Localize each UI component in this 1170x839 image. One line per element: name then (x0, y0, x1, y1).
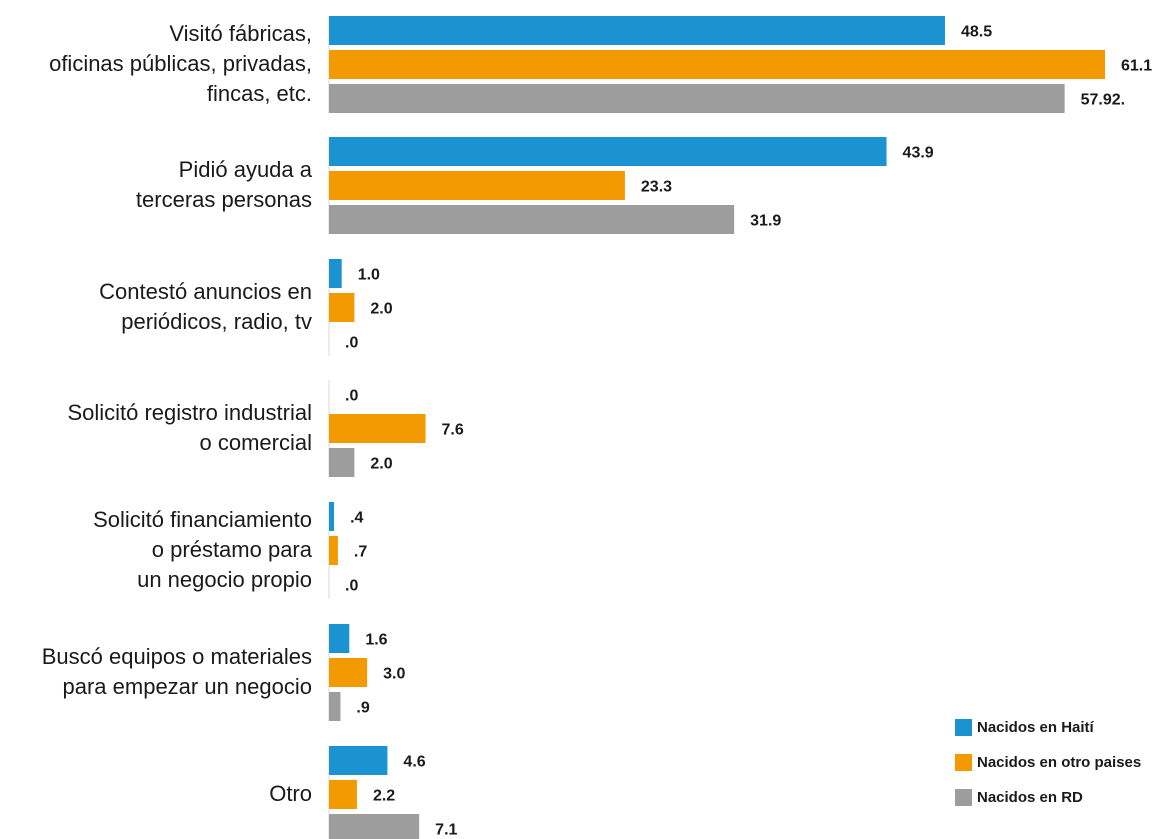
data-label: 1.0 (358, 267, 380, 284)
data-label: .0 (345, 335, 358, 352)
category-label-line: fincas, etc. (206, 81, 312, 106)
data-label: .7 (354, 544, 367, 561)
category-label-line: Contestó anuncios en (99, 279, 312, 304)
data-label: 43.9 (903, 145, 934, 162)
category-label-line: Solicitó registro industrial (67, 400, 312, 425)
category-label: Contestó anuncios en periódicos, radio, t… (0, 277, 312, 337)
bar (329, 448, 355, 477)
data-label: 4.6 (403, 754, 425, 771)
category-label: Visitó fábricas, oficinas públicas, priva… (0, 19, 312, 109)
legend-item: Nacidos en Haití (955, 716, 1094, 738)
category-label-line: o comercial (199, 430, 312, 455)
data-label: 31.9 (750, 213, 781, 230)
data-label: 61.1 (1121, 58, 1152, 75)
bar (329, 414, 426, 443)
category-label-line: un negocio propio (137, 567, 312, 592)
category-label-line: para empezar un negocio (62, 674, 313, 699)
category-label-line: Visitó fábricas, (169, 21, 312, 46)
bar (329, 293, 355, 322)
category-label-line: Solicitó financiamiento (93, 507, 312, 532)
legend-swatch (955, 788, 972, 806)
legend-label: Nacidos en Haití (977, 718, 1094, 736)
data-label: .0 (345, 578, 358, 595)
data-label: 48.5 (961, 24, 992, 41)
data-label: 2.0 (370, 301, 392, 318)
category-label: Buscó equipos o materiales para empezar u… (0, 642, 312, 702)
data-label: 3.0 (383, 666, 405, 683)
data-label: 23.3 (641, 179, 672, 196)
category-label-line: periódicos, radio, tv (121, 309, 312, 334)
legend-swatch (955, 718, 972, 736)
data-label: 7.6 (442, 422, 464, 439)
legend-swatch (955, 753, 972, 771)
category-label: Solicitó financiamiento o préstamo para un… (0, 505, 312, 595)
bar (329, 205, 735, 234)
data-label: .4 (350, 510, 363, 527)
data-label: .0 (345, 388, 358, 405)
category-label: Otro (0, 779, 312, 809)
bar (329, 50, 1105, 79)
data-label: 2.0 (370, 456, 392, 473)
bar (329, 746, 388, 775)
category-label: Solicitó registro industrial o comercial (0, 398, 312, 458)
data-label: 57.92. (1081, 92, 1125, 109)
bar (329, 502, 335, 531)
data-label: 1.6 (365, 632, 387, 649)
data-label: .9 (356, 700, 369, 717)
data-label: 7.1 (435, 822, 457, 839)
legend-item: Nacidos en RD (955, 786, 1083, 808)
bar (329, 259, 342, 288)
category-label-line: oficinas públicas, privadas, (49, 51, 312, 76)
bar (329, 171, 625, 200)
legend-label: Nacidos en RD (977, 788, 1083, 806)
legend-item: Nacidos en otro paises (955, 751, 1141, 773)
bar (329, 814, 420, 839)
bar (329, 536, 338, 565)
bar (329, 780, 357, 809)
category-label-line: o préstamo para (151, 537, 312, 562)
bar (329, 16, 945, 45)
bar (329, 692, 341, 721)
bar (329, 137, 887, 166)
data-label: 2.2 (373, 788, 395, 805)
category-label: Pidió ayuda a terceras personas (0, 155, 312, 215)
category-label-line: Otro (269, 781, 312, 806)
bar (329, 658, 368, 687)
category-label-line: terceras personas (135, 187, 312, 212)
bar (329, 624, 350, 653)
bar (329, 84, 1065, 113)
category-label-line: Pidió ayuda a (178, 157, 312, 182)
category-label-line: Buscó equipos o materiales (41, 644, 312, 669)
legend-label: Nacidos en otro paises (977, 753, 1142, 771)
